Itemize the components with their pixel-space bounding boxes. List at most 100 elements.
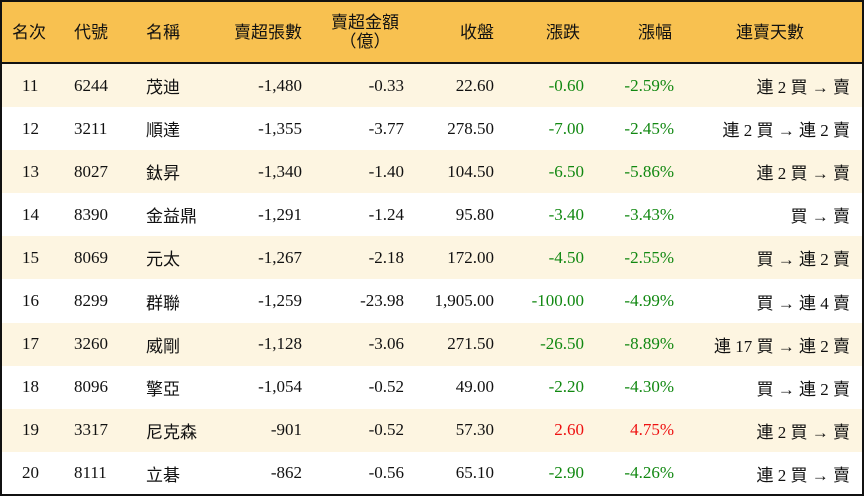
rank-cell: 18	[22, 377, 39, 397]
net-sell-amount-cell: -0.56	[368, 463, 404, 483]
name-cell: 擎亞	[146, 379, 180, 399]
name-cell: 金益鼎	[146, 207, 197, 227]
change-cell: -26.50	[540, 334, 584, 354]
change-pct-cell: -2.59%	[624, 75, 674, 95]
net-sell-lots-cell: -1,291	[258, 204, 302, 224]
change-cell: -2.90	[548, 463, 584, 483]
table-row: 17 3260 威剛 -1,128 -3.06 271.50 -26.50 -8.89% 連 1…	[2, 322, 862, 366]
name-cell: 群聯	[146, 293, 180, 313]
name-cell: 茂迪	[146, 78, 180, 98]
table-row: 20 8111 立碁 -862 -0.56 65.10 -2.90 -4.26% 連 2 買 →…	[2, 452, 862, 495]
header-close: 收盤	[460, 22, 494, 42]
streak-cell: 買 → 連 2 賣	[756, 250, 851, 270]
streak-cell: 連 2 買 → 連 2 賣	[722, 121, 851, 141]
name-cell: 元太	[146, 250, 180, 270]
code-cell: 3211	[74, 118, 108, 138]
name-cell: 立碁	[146, 465, 180, 485]
close-cell: 65.10	[455, 463, 494, 483]
change-pct-cell: -4.30%	[624, 377, 674, 397]
net-sell-amount-cell: -0.52	[368, 377, 404, 397]
streak-cell: 買 → 賣	[790, 207, 851, 227]
rank-cell: 14	[22, 204, 39, 224]
rank-cell: 16	[22, 291, 39, 311]
net-sell-lots-cell: -1,267	[258, 247, 302, 267]
table-row: 15 8069 元太 -1,267 -2.18 172.00 -4.50 -2.55% 買 → …	[2, 236, 862, 280]
change-cell: -2.20	[548, 377, 584, 397]
change-pct-cell: -5.86%	[624, 161, 674, 181]
close-cell: 22.60	[455, 75, 494, 95]
streak-cell: 連 2 買 → 賣	[756, 465, 851, 485]
streak-cell: 連 2 買 → 賣	[756, 78, 851, 98]
close-cell: 278.50	[447, 118, 494, 138]
close-cell: 95.80	[455, 204, 494, 224]
change-pct-cell: -3.43%	[624, 204, 674, 224]
header-net-sell-lots: 賣超張數	[234, 22, 302, 42]
net-sell-lots-cell: -1,259	[258, 291, 302, 311]
change-pct-cell: -2.55%	[624, 247, 674, 267]
code-cell: 3317	[74, 420, 108, 440]
change-cell: 2.60	[554, 420, 584, 440]
table-body: 11 6244 茂迪 -1,480 -0.33 22.60 -0.60 -2.59% 連 2 買…	[2, 64, 862, 495]
table-row: 18 8096 擎亞 -1,054 -0.52 49.00 -2.20 -4.30% 買 → 連…	[2, 366, 862, 409]
streak-cell: 買 → 連 4 賣	[756, 293, 851, 313]
table-row: 13 8027 鈦昇 -1,340 -1.40 104.50 -6.50 -5.86% 連 2 …	[2, 150, 862, 194]
net-sell-lots-cell: -1,480	[258, 75, 302, 95]
code-cell: 8027	[74, 161, 108, 181]
net-sell-amount-cell: -0.33	[368, 75, 404, 95]
change-pct-cell: 4.75%	[630, 420, 674, 440]
header-change: 漲跌	[546, 22, 580, 42]
code-cell: 8299	[74, 291, 108, 311]
table-header: 名次 代號 名稱 賣超張數 賣超金額 （億） 收盤 漲跌 漲幅 連賣天數	[2, 2, 862, 64]
change-pct-cell: -8.89%	[624, 334, 674, 354]
header-amount-unit: （億）	[339, 32, 391, 51]
close-cell: 1,905.00	[434, 291, 495, 311]
close-cell: 172.00	[447, 247, 494, 267]
rank-cell: 13	[22, 161, 39, 181]
streak-cell: 買 → 連 2 賣	[756, 379, 851, 399]
close-cell: 104.50	[447, 161, 494, 181]
table-row: 14 8390 金益鼎 -1,291 -1.24 95.80 -3.40 -3.43% 買 → …	[2, 193, 862, 236]
name-cell: 順達	[146, 121, 180, 141]
change-cell: -3.40	[548, 204, 584, 224]
header-rank: 名次	[12, 22, 46, 42]
change-cell: -7.00	[548, 118, 584, 138]
table-row: 16 8299 群聯 -1,259 -23.98 1,905.00 -100.00 -4.99…	[2, 279, 862, 322]
change-cell: -0.60	[548, 75, 584, 95]
streak-cell: 連 2 買 → 賣	[756, 422, 851, 442]
header-streak: 連賣天數	[736, 22, 804, 42]
change-cell: -6.50	[548, 161, 584, 181]
rank-cell: 17	[22, 334, 39, 354]
header-change-pct: 漲幅	[638, 22, 672, 42]
table-row: 11 6244 茂迪 -1,480 -0.33 22.60 -0.60 -2.59% 連 2 買…	[2, 64, 862, 108]
code-cell: 6244	[74, 75, 108, 95]
table-row: 19 3317 尼克森 -901 -0.52 57.30 2.60 4.75% 連 2 買 → …	[2, 408, 862, 452]
code-cell: 8069	[74, 247, 108, 267]
change-cell: -4.50	[548, 247, 584, 267]
rank-cell: 11	[22, 75, 39, 95]
rank-cell: 20	[22, 463, 39, 483]
rank-cell: 15	[22, 247, 39, 267]
net-sell-lots-cell: -1,340	[258, 161, 302, 181]
code-cell: 8390	[74, 204, 108, 224]
rank-cell: 12	[22, 118, 39, 138]
net-sell-amount-cell: -0.52	[368, 420, 404, 440]
change-pct-cell: -4.99%	[624, 291, 674, 311]
header-name: 名稱	[146, 22, 180, 42]
close-cell: 271.50	[447, 334, 494, 354]
table-row: 12 3211 順達 -1,355 -3.77 278.50 -7.00 -2.45% 連 2 …	[2, 107, 862, 150]
name-cell: 威剛	[146, 336, 180, 356]
streak-cell: 連 2 買 → 賣	[756, 164, 851, 184]
header-code: 代號	[74, 22, 108, 42]
net-sell-amount-cell: -1.24	[368, 204, 404, 224]
change-pct-cell: -4.26%	[624, 463, 674, 483]
net-sell-lots-cell: -901	[270, 420, 302, 440]
streak-cell: 連 17 買 → 連 2 賣	[714, 336, 850, 356]
code-cell: 8111	[74, 463, 107, 483]
net-sell-amount-cell: -1.40	[368, 161, 404, 181]
code-cell: 3260	[74, 334, 108, 354]
net-sell-amount-cell: -2.18	[368, 247, 404, 267]
rank-cell: 19	[22, 420, 39, 440]
header-net-sell-amount: 賣超金額 （億）	[324, 2, 406, 62]
net-sell-lots-cell: -1,054	[258, 377, 302, 397]
